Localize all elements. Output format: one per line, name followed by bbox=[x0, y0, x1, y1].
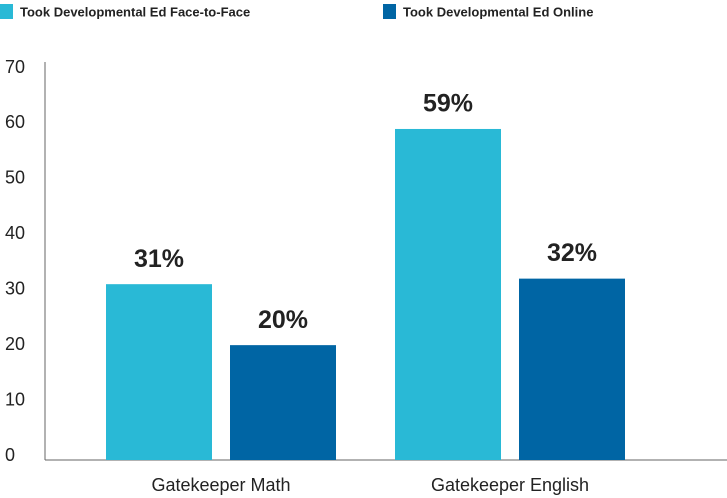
bar bbox=[395, 128, 501, 460]
y-tick-label: 30 bbox=[5, 278, 25, 298]
y-tick-label: 40 bbox=[5, 223, 25, 243]
x-tick-label: Gatekeeper English bbox=[431, 475, 589, 495]
legend-swatch bbox=[383, 4, 396, 19]
value-label: 59% bbox=[423, 90, 473, 118]
y-tick-label: 50 bbox=[5, 168, 25, 188]
legend-swatch bbox=[0, 4, 13, 19]
bar bbox=[106, 284, 212, 460]
value-label: 31% bbox=[134, 245, 184, 273]
legend-label: Took Developmental Ed Online bbox=[403, 4, 593, 19]
y-tick-label: 0 bbox=[5, 445, 15, 465]
y-tick-label: 20 bbox=[5, 334, 25, 354]
value-label: 20% bbox=[258, 306, 308, 334]
y-tick-label: 70 bbox=[5, 57, 25, 77]
bar bbox=[519, 278, 625, 460]
y-tick-label: 60 bbox=[5, 112, 25, 132]
value-label: 32% bbox=[547, 239, 597, 267]
y-tick-label: 10 bbox=[5, 389, 25, 409]
legend-label: Took Developmental Ed Face-to-Face bbox=[20, 4, 250, 19]
x-tick-label: Gatekeeper Math bbox=[151, 475, 290, 495]
bar bbox=[230, 345, 336, 460]
